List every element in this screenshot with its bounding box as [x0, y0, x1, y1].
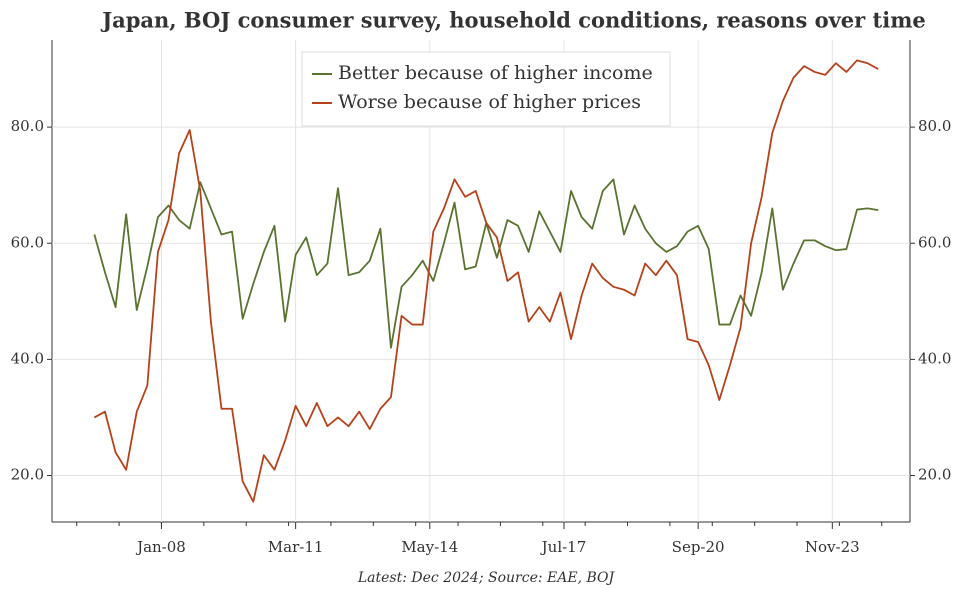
y-tick-label: 20.0 [11, 466, 44, 484]
series-line [93, 59, 879, 503]
y-tick-label: 80.0 [11, 117, 44, 135]
x-tick-label: Mar-11 [268, 538, 324, 556]
x-tick-label: Jan-08 [135, 538, 186, 556]
chart-title: Japan, BOJ consumer survey, household co… [100, 8, 926, 33]
y2-tick-label: 40.0 [918, 349, 951, 367]
y-tick-label: 40.0 [11, 349, 44, 367]
y2-tick-label: 20.0 [918, 466, 951, 484]
legend-box [301, 51, 671, 127]
legend-label: Worse because of higher prices [338, 91, 641, 113]
y2-tick-label: 80.0 [918, 117, 951, 135]
y2-tick-label: 60.0 [918, 233, 951, 251]
x-tick-label: Nov-23 [805, 538, 860, 556]
footnote: Latest: Dec 2024; Source: EAE, BOJ [357, 570, 616, 586]
x-tick-label: May-14 [401, 538, 458, 556]
y-tick-label: 60.0 [11, 233, 44, 251]
x-tick-label: Sep-20 [672, 538, 725, 556]
x-tick-label: Jul-17 [540, 538, 587, 556]
legend-label: Better because of higher income [338, 62, 653, 84]
